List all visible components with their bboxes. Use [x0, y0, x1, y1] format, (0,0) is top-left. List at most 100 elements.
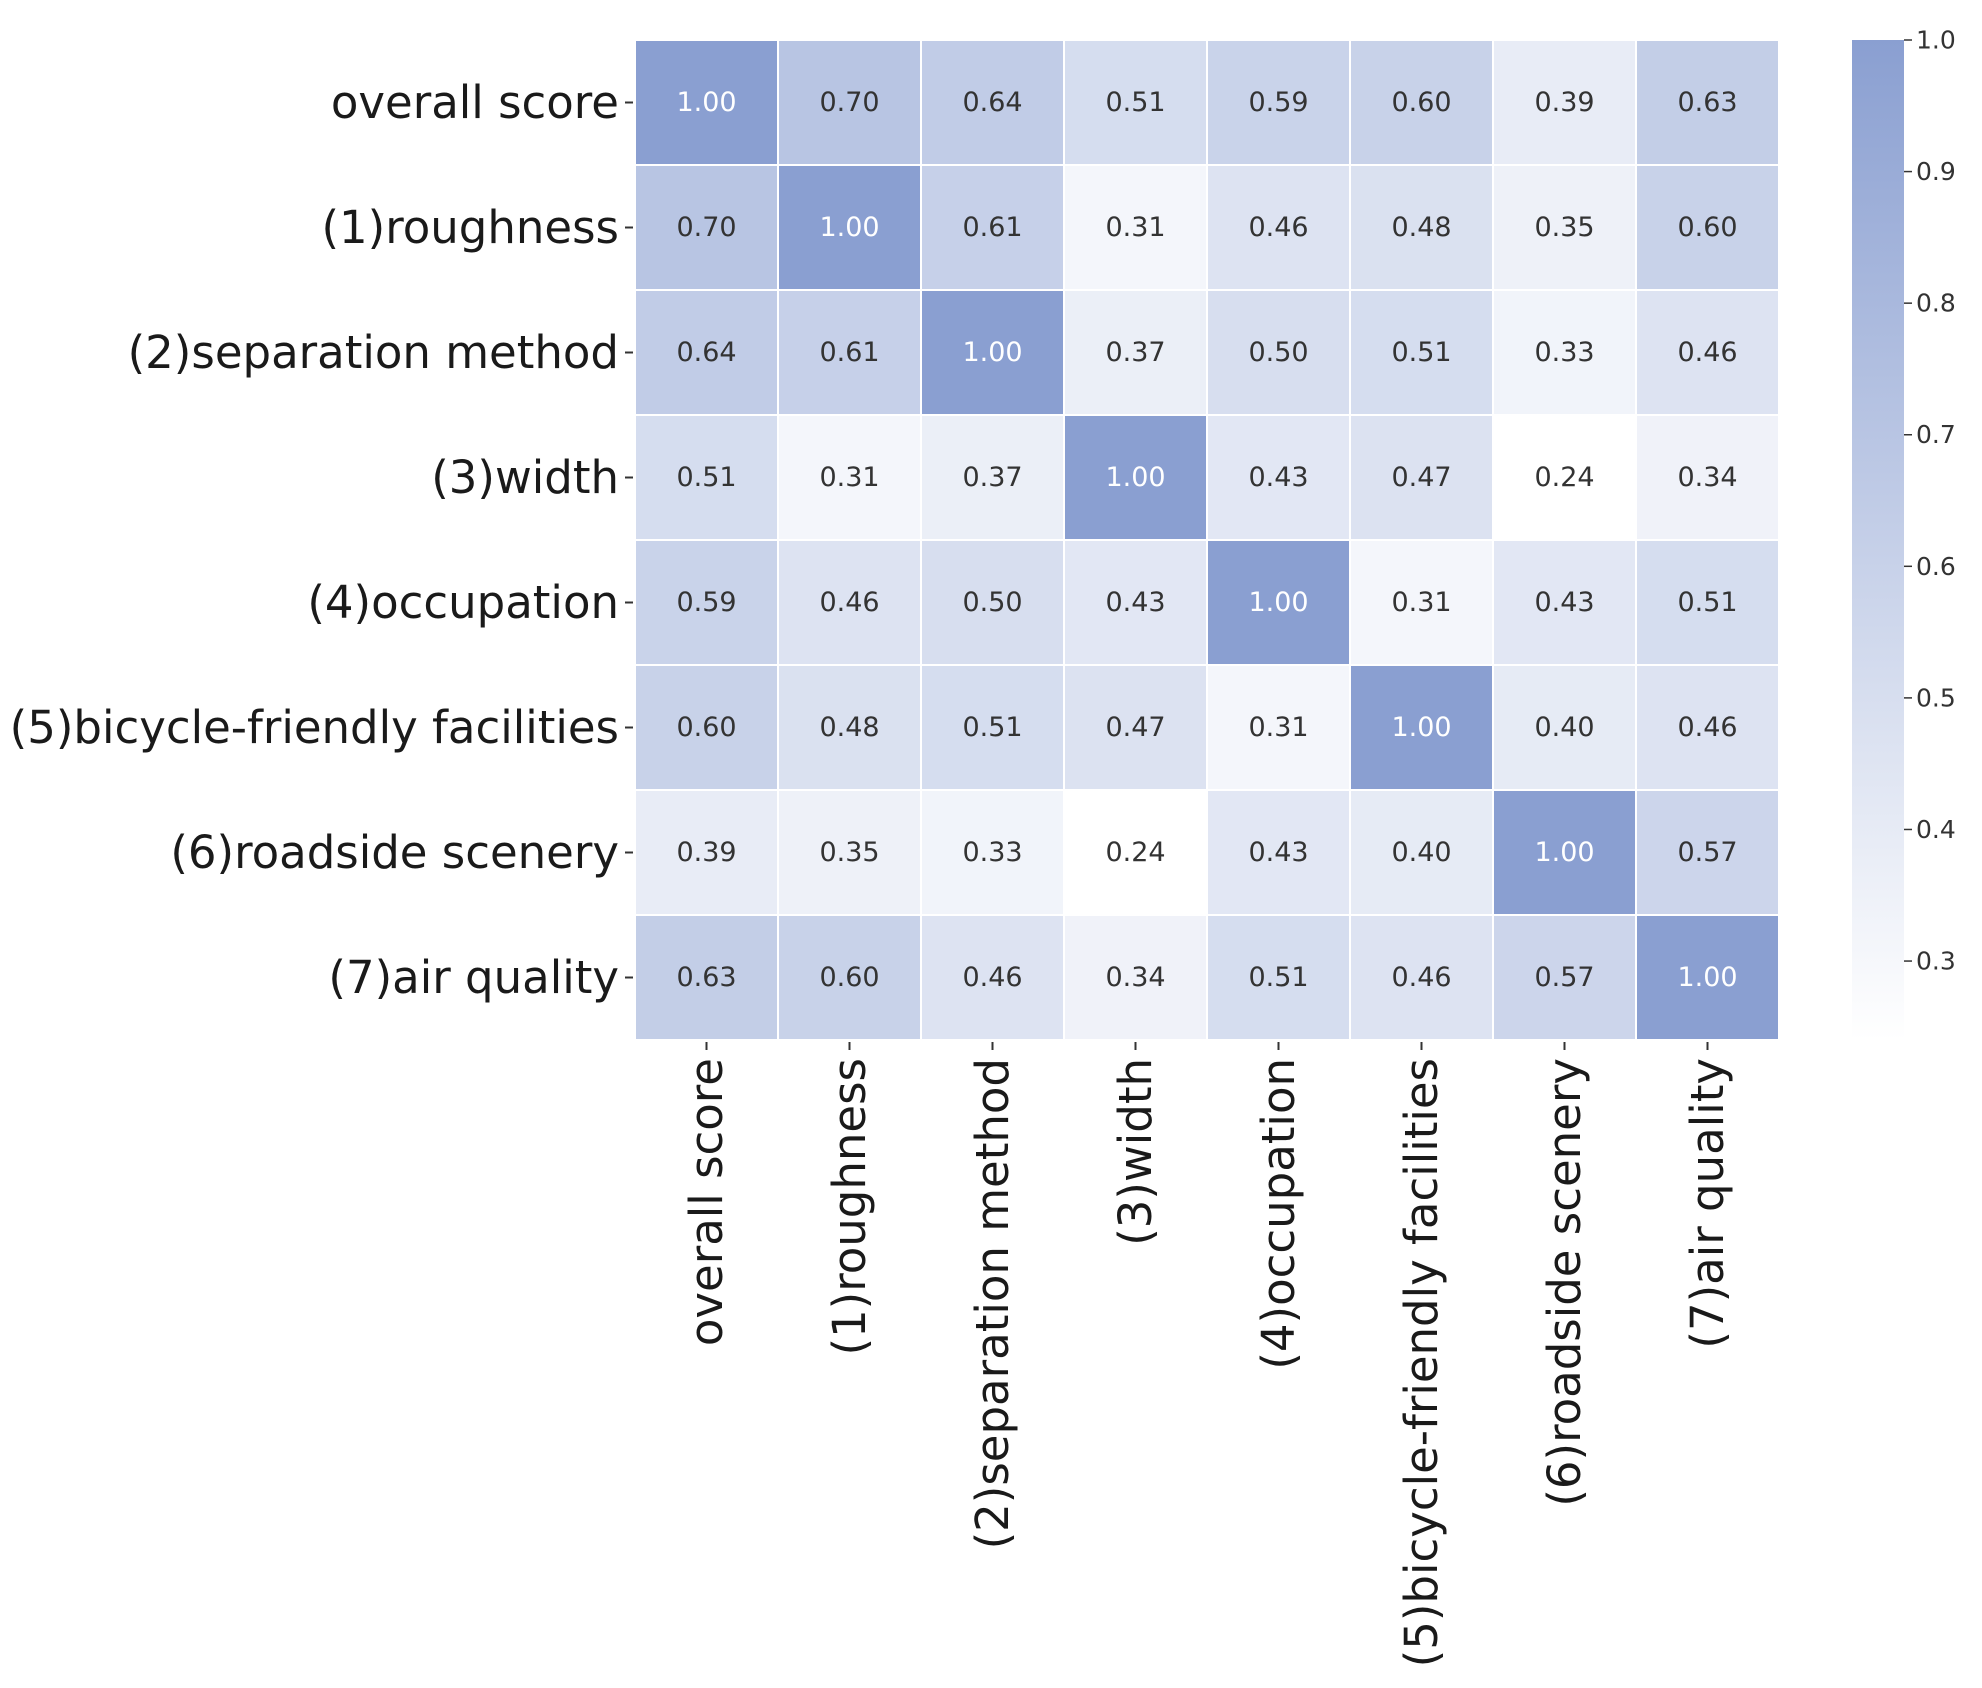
cell-value-label: 0.48 [1391, 212, 1451, 243]
cell-value-label: 1.00 [676, 87, 736, 118]
cell-value-label: 0.24 [1534, 462, 1594, 493]
cell-value-label: 0.51 [962, 712, 1022, 743]
heatmap-cell [777, 664, 922, 791]
x-tick-label: (4)occupation [1252, 1058, 1305, 1370]
heatmap-cell [920, 789, 1065, 916]
heatmap-cell [1349, 289, 1494, 416]
cell-value-label: 0.51 [1391, 337, 1451, 368]
x-tick-label: overall score [680, 1058, 733, 1346]
cell-value-label: 0.43 [1248, 837, 1308, 868]
heatmap-cell [634, 414, 779, 541]
heatmap-cell [777, 789, 922, 916]
heatmap-cell [1206, 414, 1351, 541]
x-tick-label: (7)air quality [1681, 1058, 1734, 1349]
cell-value-label: 0.70 [819, 87, 879, 118]
cell-value-label: 0.64 [676, 337, 736, 368]
cell-value-label: 1.00 [1391, 712, 1451, 743]
x-tick-label: (1)roughness [823, 1058, 876, 1356]
cell-value-label: 0.43 [1105, 587, 1165, 618]
heatmap-cell [1206, 914, 1351, 1041]
heatmap-cell [1635, 289, 1780, 416]
heatmap-cell [1492, 789, 1637, 916]
cell-value-label: 0.46 [819, 587, 879, 618]
cell-value-label: 0.47 [1391, 462, 1451, 493]
cell-value-label: 0.34 [1105, 962, 1165, 993]
colorbar-tick-label: 0.9 [1916, 157, 1956, 186]
cell-value-label: 0.33 [1534, 337, 1594, 368]
cell-value-label: 0.60 [819, 962, 879, 993]
cell-value-label: 0.37 [1105, 337, 1165, 368]
cell-value-label: 0.51 [676, 462, 736, 493]
heatmap-cell [777, 289, 922, 416]
heatmap-cell [1349, 664, 1494, 791]
cell-value-label: 0.57 [1534, 962, 1594, 993]
cell-value-label: 1.00 [962, 337, 1022, 368]
colorbar-tick-label: 0.6 [1916, 552, 1956, 581]
heatmap-cell [777, 39, 922, 166]
heatmap-cell [1349, 914, 1494, 1041]
heatmap-cell [1635, 39, 1780, 166]
heatmap-cell [634, 914, 779, 1041]
y-tick-label: (7)air quality [328, 951, 619, 1004]
heatmap-cell [1063, 39, 1208, 166]
heatmap-cell [1206, 664, 1351, 791]
heatmap-cell [1063, 289, 1208, 416]
heatmap-cell [920, 914, 1065, 1041]
colorbar-tick-label: 0.7 [1916, 420, 1956, 449]
heatmap-cell [1206, 289, 1351, 416]
heatmap-cell [1635, 664, 1780, 791]
cell-value-label: 0.61 [962, 212, 1022, 243]
heatmap-cells: 1.00 0.70 0.64 0.51 0.59 0.60 0.39 0.63 0.70 1.00… [634, 39, 1780, 1041]
heatmap-cell [1492, 539, 1637, 666]
cell-value-label: 0.35 [819, 837, 879, 868]
y-tick-label: (2)separation method [128, 326, 619, 379]
heatmap-cell [920, 664, 1065, 791]
heatmap-cell [1063, 539, 1208, 666]
cell-value-label: 0.70 [676, 212, 736, 243]
cell-value-label: 0.57 [1677, 837, 1737, 868]
y-tick-label: (5)bicycle-friendly facilities [10, 701, 619, 754]
cell-value-label: 0.50 [962, 587, 1022, 618]
cell-value-label: 0.63 [1677, 87, 1737, 118]
cell-value-label: 0.46 [1248, 212, 1308, 243]
cell-value-label: 1.00 [1534, 837, 1594, 868]
x-tick-label: (2)separation method [966, 1058, 1019, 1549]
heatmap-cell [1492, 289, 1637, 416]
cell-value-label: 0.31 [1248, 712, 1308, 743]
cell-value-label: 0.34 [1677, 462, 1737, 493]
cell-value-label: 0.51 [1105, 87, 1165, 118]
cell-value-label: 1.00 [1248, 587, 1308, 618]
cell-value-label: 1.00 [1105, 462, 1165, 493]
cell-value-label: 0.47 [1105, 712, 1165, 743]
cell-value-label: 0.60 [1391, 87, 1451, 118]
y-tick-label: (3)width [431, 451, 619, 504]
cell-value-label: 0.46 [962, 962, 1022, 993]
cell-value-label: 0.43 [1248, 462, 1308, 493]
heatmap-cell [1206, 539, 1351, 666]
colorbar-tick-label: 1.0 [1916, 26, 1956, 55]
heatmap-cell [1206, 789, 1351, 916]
cell-value-label: 0.31 [819, 462, 879, 493]
heatmap-cell [634, 39, 779, 166]
y-tick-label: (4)occupation [307, 576, 619, 629]
heatmap-cell [634, 789, 779, 916]
heatmap-cell [1349, 789, 1494, 916]
x-axis: overall score (1)roughness (2)separation m… [680, 1042, 1734, 1667]
heatmap-cell [1635, 914, 1780, 1041]
cell-value-label: 0.35 [1534, 212, 1594, 243]
heatmap-cell [777, 914, 922, 1041]
heatmap-cell [1635, 539, 1780, 666]
cell-value-label: 0.31 [1105, 212, 1165, 243]
cell-value-label: 0.24 [1105, 837, 1165, 868]
x-tick-label: (5)bicycle-friendly facilities [1395, 1058, 1448, 1667]
cell-value-label: 0.40 [1391, 837, 1451, 868]
heatmap-cell [1492, 414, 1637, 541]
cell-value-label: 0.50 [1248, 337, 1308, 368]
heatmap-cell [777, 164, 922, 291]
cell-value-label: 0.37 [962, 462, 1022, 493]
cell-value-label: 1.00 [819, 212, 879, 243]
heatmap-cell [1349, 539, 1494, 666]
cell-value-label: 0.46 [1391, 962, 1451, 993]
cell-value-label: 0.60 [676, 712, 736, 743]
